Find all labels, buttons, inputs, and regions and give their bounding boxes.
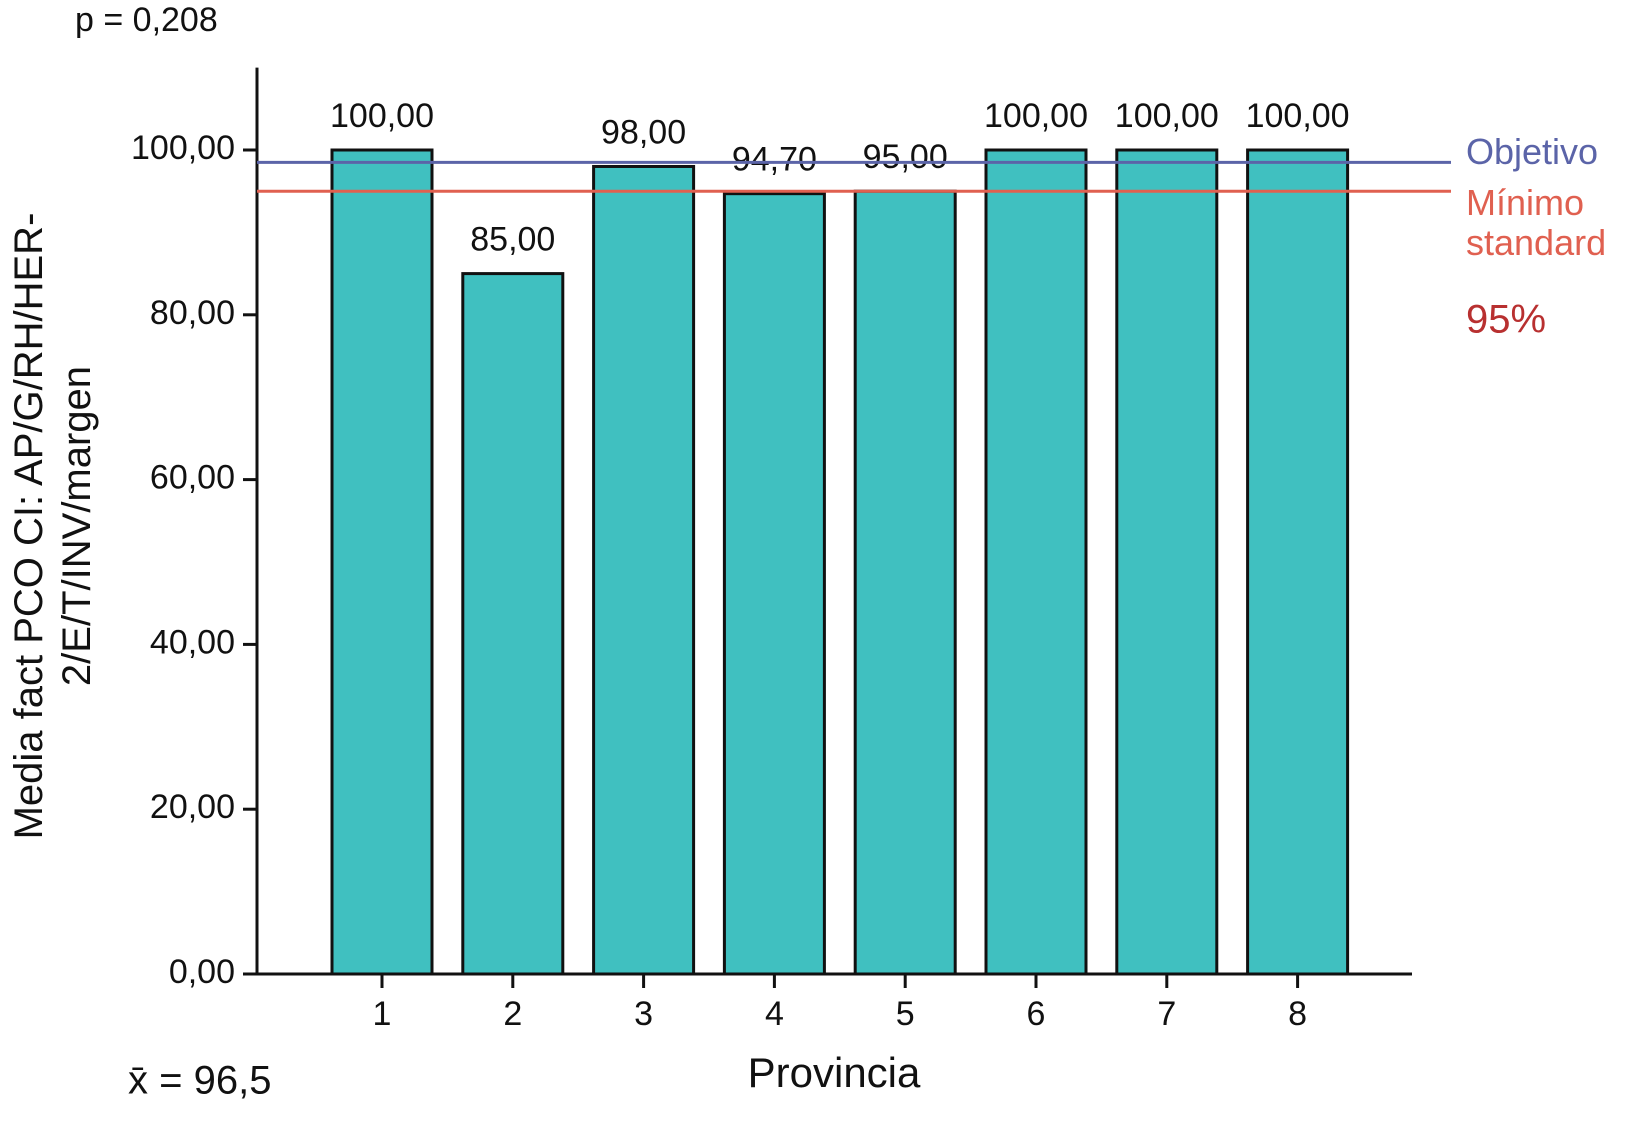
reference-label-box: Objetivo — [1466, 132, 1599, 172]
value-label: 95,00 — [863, 138, 948, 176]
x-tick-label: 1 — [373, 995, 392, 1033]
standard-percent: 95% — [1466, 298, 1546, 342]
x-tick-label: 2 — [503, 995, 522, 1033]
x-tick-label: 7 — [1157, 995, 1176, 1033]
bar — [984, 148, 1088, 976]
y-tick-label: 20,00 — [150, 788, 235, 826]
bar — [722, 192, 826, 976]
value-label: 94,70 — [732, 141, 817, 179]
mean-value: x̄ = 96,5 — [128, 1059, 271, 1103]
reference-label: Objetivo — [1466, 132, 1599, 172]
value-label: 100,00 — [330, 97, 434, 135]
x-tick-label: 3 — [634, 995, 653, 1033]
x-tick-label: 6 — [1027, 995, 1046, 1033]
x-axis-label: Provincia — [748, 1049, 921, 1096]
bar — [592, 164, 696, 976]
value-label: 85,00 — [470, 221, 555, 259]
x-tick-label: 8 — [1288, 995, 1307, 1033]
bar — [853, 189, 957, 976]
y-tick-label: 80,00 — [150, 294, 235, 332]
reference-label-box: Mínimo standard — [1466, 183, 1607, 263]
bar — [461, 272, 565, 976]
bar — [1115, 148, 1219, 976]
x-tick-label: 5 — [896, 995, 915, 1033]
p-value: p = 0,208 — [75, 1, 218, 39]
y-tick-label: 0,00 — [169, 953, 235, 991]
bar — [330, 148, 434, 976]
y-tick-label: 60,00 — [150, 459, 235, 497]
value-label: 100,00 — [984, 97, 1088, 135]
reference-label: Mínimo standard — [1466, 183, 1607, 263]
y-tick-label: 40,00 — [150, 623, 235, 661]
y-tick-label: 100,00 — [131, 129, 235, 167]
value-label: 100,00 — [1115, 97, 1219, 135]
x-tick-label: 4 — [765, 995, 784, 1033]
value-label: 98,00 — [601, 113, 686, 151]
value-label: 100,00 — [1246, 97, 1350, 135]
bar — [1246, 148, 1350, 976]
